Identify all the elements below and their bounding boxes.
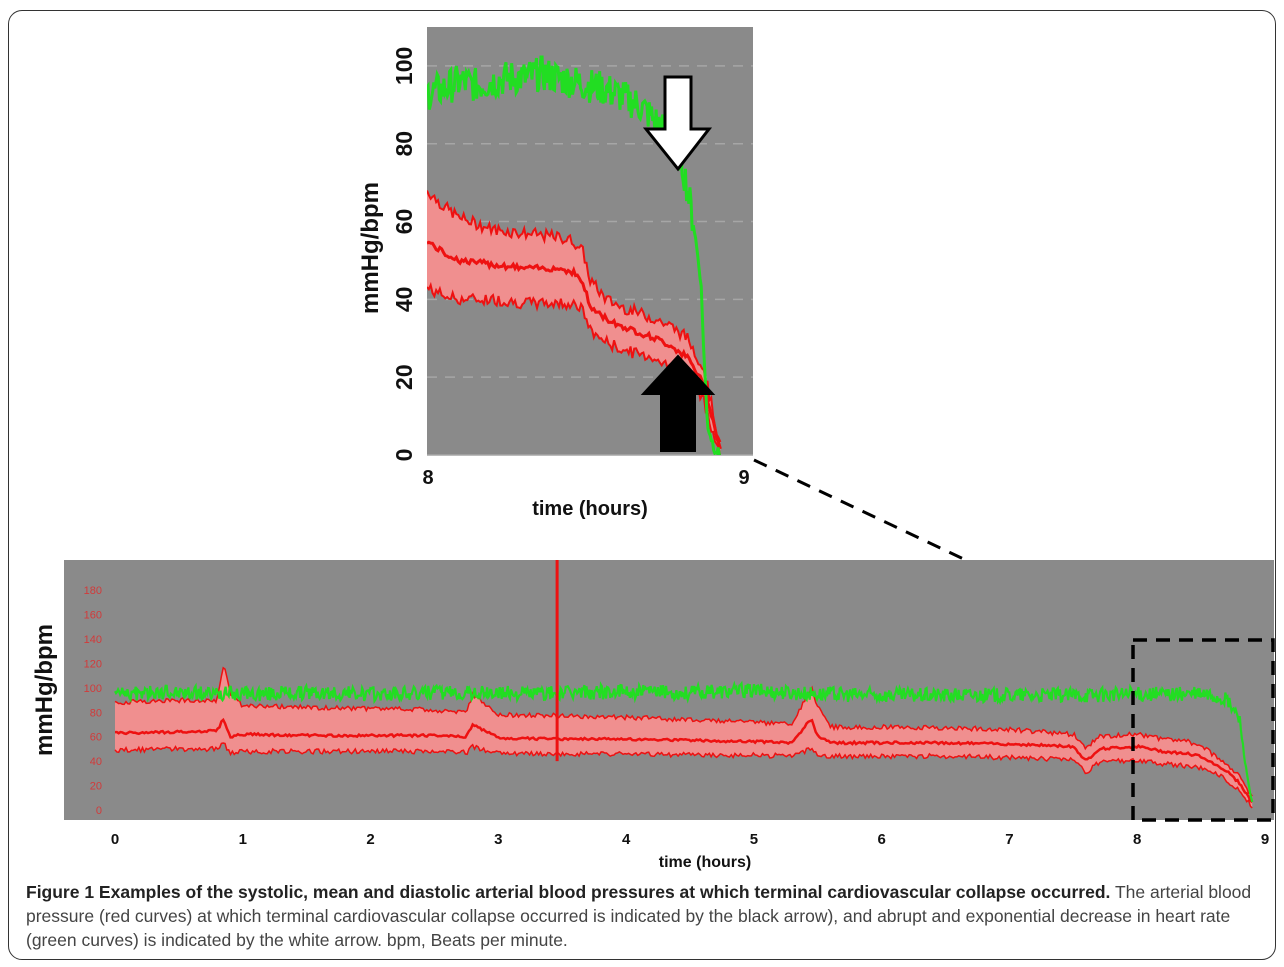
zoomed-x-tick-label: 8 bbox=[422, 467, 433, 489]
full-x-tick-label: 9 bbox=[1261, 831, 1269, 848]
full-x-tick-label: 6 bbox=[877, 831, 885, 848]
zoomed-y-axis-label: mmHg/bpm bbox=[357, 182, 384, 314]
full-x-tick-label: 1 bbox=[239, 831, 247, 848]
full-x-tick-label: 2 bbox=[366, 831, 374, 848]
full-y-tick-label: 80 bbox=[90, 707, 102, 719]
full-x-tick-label: 4 bbox=[622, 831, 631, 848]
full-x-tick-label: 5 bbox=[750, 831, 758, 848]
full-x-tick-label: 0 bbox=[111, 831, 119, 848]
full-y-tick-label: 180 bbox=[84, 585, 102, 597]
full-y-tick-label: 40 bbox=[90, 756, 102, 768]
full-y-axis-label: mmHg/bpm bbox=[31, 624, 58, 756]
full-x-axis-label: time (hours) bbox=[659, 854, 751, 871]
zoomed-y-tick-label: 40 bbox=[391, 287, 417, 313]
full-y-tick-label: 120 bbox=[84, 658, 102, 670]
zoomed-x-axis-label: time (hours) bbox=[532, 498, 648, 520]
full-y-tick-label: 20 bbox=[90, 781, 102, 793]
zoomed-y-tick-label: 100 bbox=[391, 47, 417, 85]
full-y-tick-label: 140 bbox=[84, 634, 102, 646]
full-y-tick-label: 60 bbox=[90, 732, 102, 744]
full-x-tick-labels: 0 1 2 3 4 5 6 7 8 9 bbox=[111, 831, 1269, 848]
full-y-tick-label: 100 bbox=[84, 683, 102, 695]
zoomed-y-tick-label: 80 bbox=[391, 131, 417, 157]
zoomed-y-tick-label: 20 bbox=[391, 364, 417, 390]
zoomed-y-tick-labels: 0 20 40 60 80 100 bbox=[391, 47, 417, 462]
zoomed-y-tick-label: 0 bbox=[391, 449, 417, 462]
zoomed-x-tick-label: 9 bbox=[738, 467, 749, 489]
full-x-tick-label: 8 bbox=[1133, 831, 1141, 848]
full-x-tick-label: 7 bbox=[1005, 831, 1013, 848]
full-y-tick-label: 0 bbox=[96, 805, 102, 817]
caption-title: Figure 1 Examples of the systolic, mean … bbox=[26, 882, 1110, 902]
full-chart-panel: 0 20 40 60 80 100 120 140 160 180 0 1 2 3 4 5 6 7 8 9 mmHg… bbox=[31, 560, 1274, 871]
figure-caption: Figure 1 Examples of the systolic, mean … bbox=[26, 880, 1271, 952]
zoomed-y-tick-label: 60 bbox=[391, 209, 417, 235]
full-y-tick-label: 160 bbox=[84, 610, 102, 622]
full-x-tick-label: 3 bbox=[494, 831, 502, 848]
